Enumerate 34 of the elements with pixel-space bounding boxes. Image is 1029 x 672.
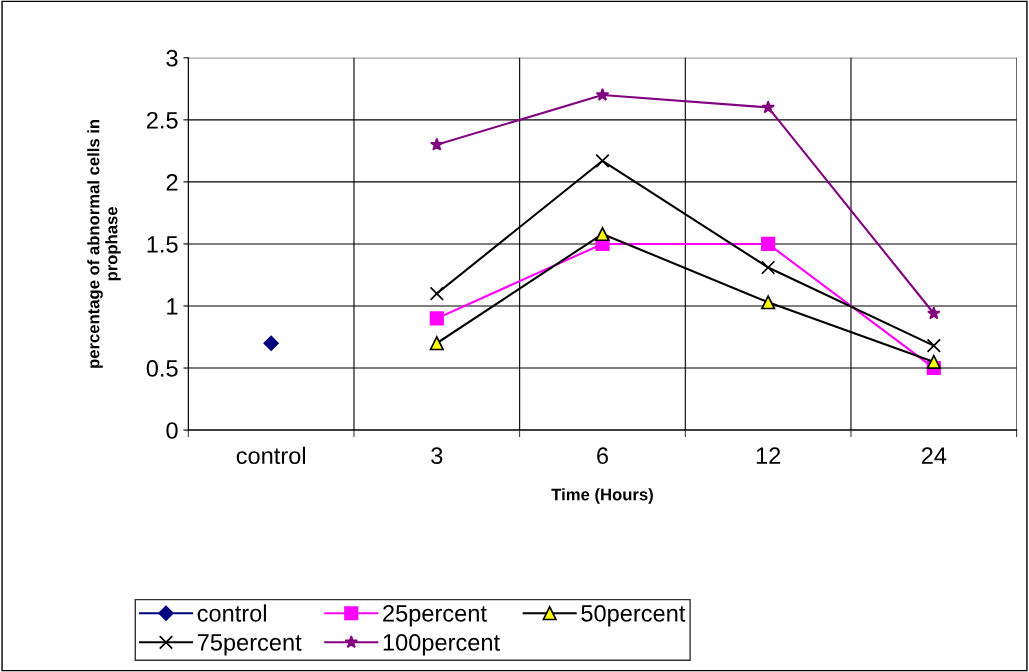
point — [429, 336, 444, 351]
point — [926, 354, 941, 369]
legend-label: 75percent — [197, 634, 302, 656]
point — [761, 260, 776, 275]
point — [927, 306, 941, 320]
point — [263, 335, 279, 351]
point — [595, 226, 610, 242]
x-tick-label: 6 — [597, 447, 609, 465]
legend-label: 25percent — [383, 604, 487, 627]
y-tick-label: 0.5 — [146, 360, 178, 377]
legend-label: control — [197, 604, 266, 622]
point — [926, 338, 941, 353]
point — [429, 286, 444, 301]
x-axis-title: Time (Hours) — [551, 488, 653, 504]
y-tick-label: 2 — [166, 173, 178, 191]
point — [595, 87, 610, 101]
point — [761, 100, 775, 114]
y-tick-label: 3 — [166, 49, 178, 67]
x-tick-label: 3 — [431, 447, 443, 465]
y-tick-label: 1 — [167, 298, 178, 315]
y-tick-label: 0 — [166, 422, 178, 439]
x-tick-label: control — [236, 446, 305, 465]
legend-label: 50percent — [581, 604, 686, 627]
y-tick-label: 2.5 — [146, 111, 178, 129]
x-tick-label: 12 — [756, 447, 781, 464]
point — [429, 311, 444, 326]
y-axis-title: percentage of abnormal cells in prophase — [87, 119, 121, 368]
point — [430, 137, 444, 151]
point — [595, 153, 610, 168]
legend-label: 100percent — [383, 634, 500, 656]
point — [761, 236, 776, 252]
y-tick-label: 1.5 — [147, 236, 178, 253]
x-tick-label: 24 — [921, 447, 947, 464]
point — [761, 295, 776, 310]
